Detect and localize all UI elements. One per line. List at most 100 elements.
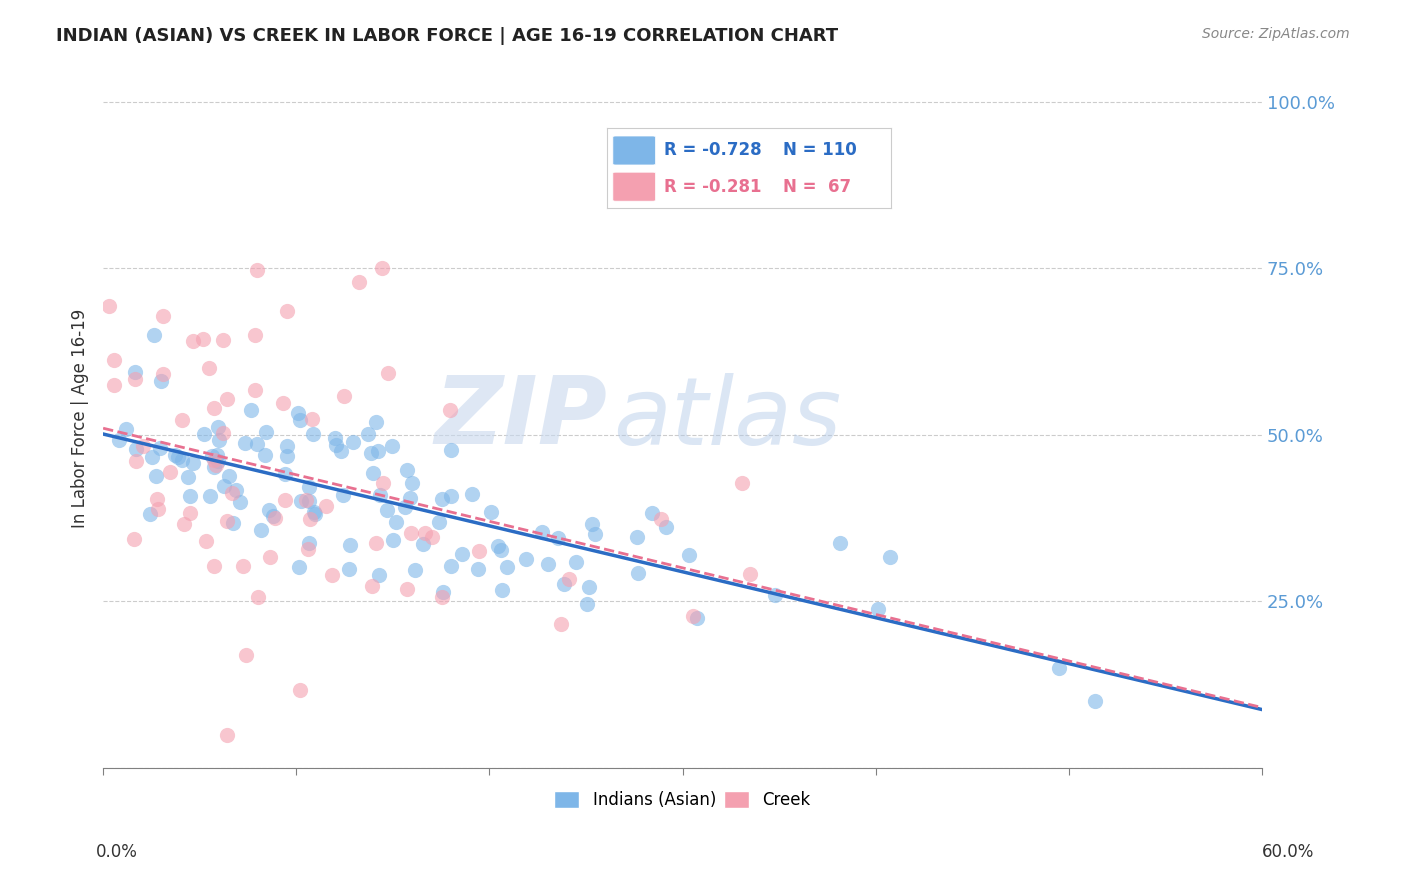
Point xyxy=(181,334,204,348)
Point xyxy=(364,415,387,429)
Point xyxy=(357,426,380,441)
Point xyxy=(650,512,672,526)
Point xyxy=(264,511,287,525)
Point xyxy=(271,396,294,410)
Point xyxy=(1047,661,1070,675)
Point xyxy=(332,488,354,502)
Point xyxy=(440,490,463,504)
Point xyxy=(461,487,484,501)
Point xyxy=(202,460,225,475)
Point xyxy=(626,530,648,544)
Point xyxy=(254,425,277,440)
Point xyxy=(301,426,323,441)
Point xyxy=(583,527,606,541)
Text: Source: ZipAtlas.com: Source: ZipAtlas.com xyxy=(1202,27,1350,41)
Point xyxy=(325,432,347,446)
Point xyxy=(239,403,262,417)
Text: INDIAN (ASIAN) VS CREEK IN LABOR FORCE | AGE 16-19 CORRELATION CHART: INDIAN (ASIAN) VS CREEK IN LABOR FORCE |… xyxy=(56,27,838,45)
Point xyxy=(349,275,371,289)
Point xyxy=(125,454,148,468)
Point xyxy=(173,517,195,532)
Point xyxy=(381,439,404,453)
Point xyxy=(235,648,257,662)
Point xyxy=(108,434,131,448)
Point xyxy=(276,449,298,463)
Point xyxy=(321,568,343,582)
Point xyxy=(412,537,434,551)
Text: 60.0%: 60.0% xyxy=(1263,843,1315,861)
Point xyxy=(191,332,214,346)
Point xyxy=(176,470,198,484)
Point xyxy=(207,420,229,434)
Point xyxy=(489,542,512,557)
Point xyxy=(468,544,491,558)
Point xyxy=(146,491,169,506)
Point xyxy=(342,435,364,450)
Point xyxy=(486,540,509,554)
Point xyxy=(288,559,311,574)
Point xyxy=(202,401,225,415)
Point xyxy=(495,559,517,574)
Point xyxy=(385,516,408,530)
Point xyxy=(165,448,187,462)
Point xyxy=(211,425,233,440)
Point xyxy=(202,453,225,467)
Point xyxy=(576,598,599,612)
Point xyxy=(763,589,786,603)
Point xyxy=(138,507,160,521)
Point xyxy=(172,413,194,427)
Point xyxy=(247,590,270,604)
Point xyxy=(301,412,323,426)
Point xyxy=(149,441,172,455)
Point xyxy=(553,576,575,591)
Point xyxy=(515,552,537,566)
Point xyxy=(181,456,204,470)
Point xyxy=(304,507,326,521)
Point xyxy=(146,502,169,516)
Point xyxy=(360,578,382,592)
Point xyxy=(866,602,889,616)
Point xyxy=(207,454,229,468)
Point xyxy=(132,439,155,453)
Point xyxy=(371,261,394,276)
Point xyxy=(547,531,569,545)
Point xyxy=(467,562,489,576)
Point xyxy=(339,538,361,552)
Point xyxy=(450,547,472,561)
Point xyxy=(440,442,463,457)
Point xyxy=(125,442,148,456)
Point xyxy=(581,517,603,532)
Point xyxy=(274,493,297,508)
Point xyxy=(233,436,256,450)
Point xyxy=(337,562,360,576)
Point xyxy=(124,372,146,386)
Point xyxy=(103,353,125,368)
Point xyxy=(299,512,322,526)
Point xyxy=(361,466,384,480)
Point xyxy=(641,506,664,520)
Point xyxy=(678,548,700,562)
Point xyxy=(295,493,318,508)
Point xyxy=(253,448,276,462)
Point xyxy=(98,299,121,313)
Y-axis label: In Labor Force | Age 16-19: In Labor Force | Age 16-19 xyxy=(72,309,89,528)
Point xyxy=(232,558,254,573)
Point xyxy=(491,582,513,597)
Point xyxy=(550,616,572,631)
Point xyxy=(399,526,422,541)
Point xyxy=(627,566,650,580)
Point xyxy=(124,365,146,379)
Point xyxy=(439,402,461,417)
Point xyxy=(330,444,353,458)
Point xyxy=(394,500,416,514)
Point xyxy=(152,367,174,381)
Point xyxy=(202,559,225,574)
Point xyxy=(368,487,391,501)
Point xyxy=(217,392,239,406)
Point xyxy=(1084,694,1107,708)
Point xyxy=(287,406,309,420)
Point xyxy=(103,377,125,392)
Point xyxy=(430,590,453,604)
Point xyxy=(879,549,901,564)
Point xyxy=(149,374,172,388)
